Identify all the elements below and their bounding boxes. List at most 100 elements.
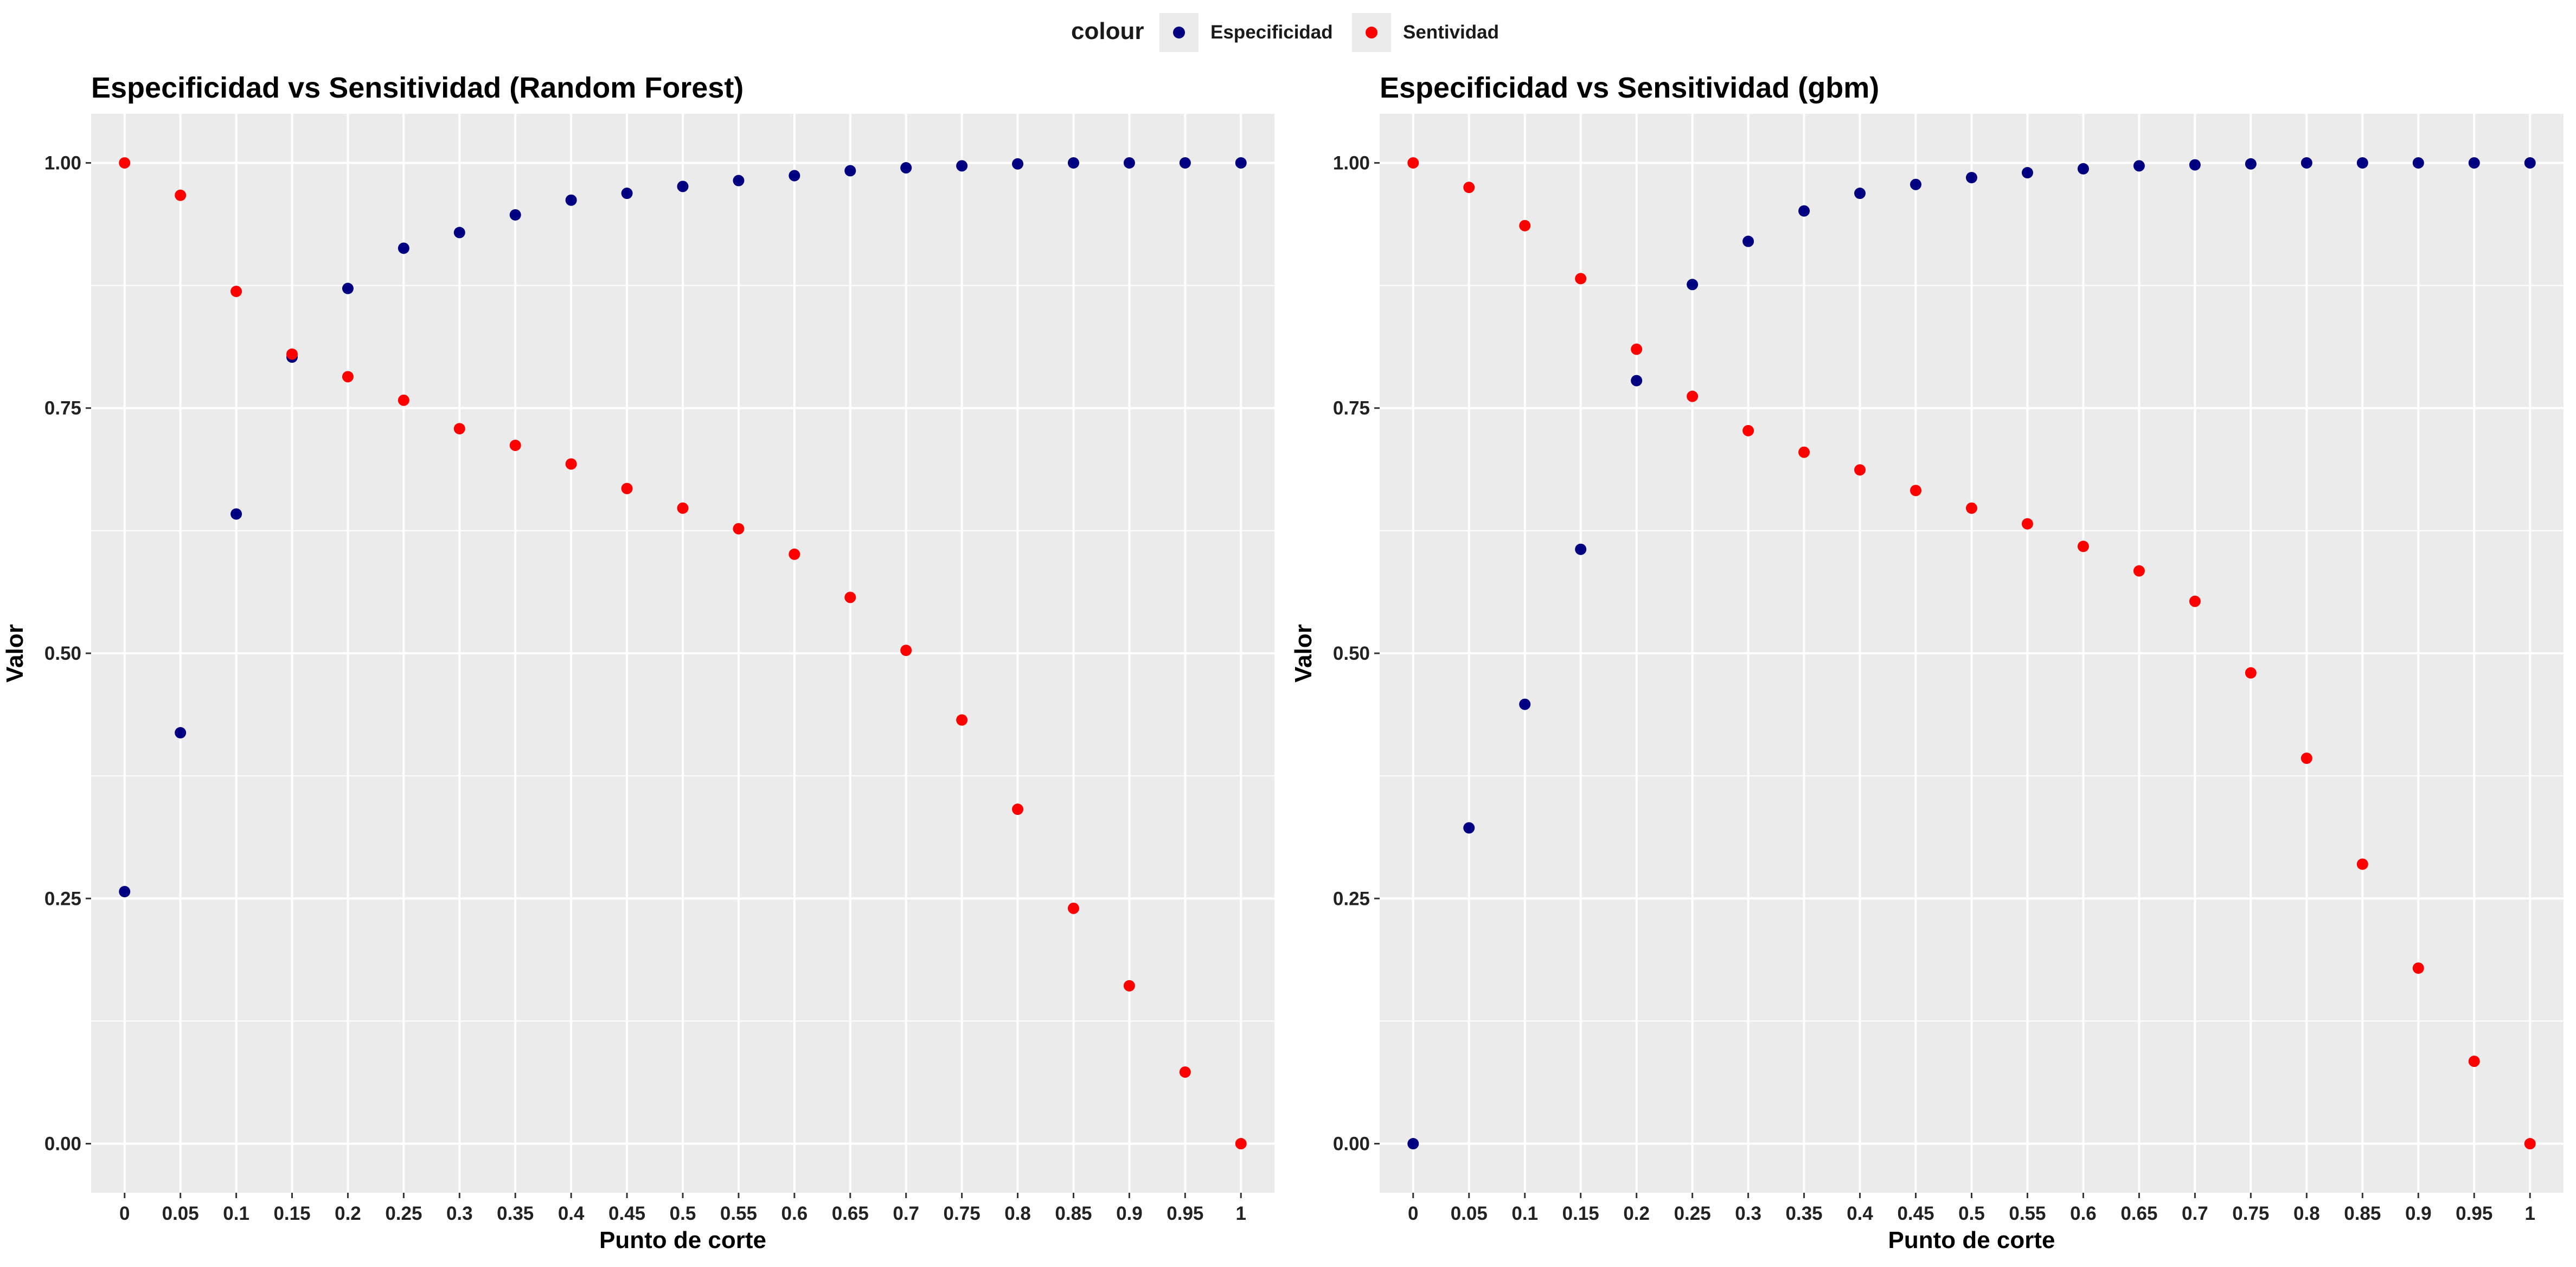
point-especificidad-0-1 [230, 508, 242, 520]
point-especificidad-0-3 [1742, 235, 1754, 247]
x-tick-label: 0.9 [1116, 1203, 1143, 1224]
point-sentividad-0-8 [2301, 753, 2312, 764]
x-tick-label: 0.85 [2344, 1203, 2381, 1224]
point-especificidad-0-9 [2412, 157, 2424, 169]
point-sentividad-0-5 [677, 502, 689, 514]
chart-panel-random-forest: Especificidad vs Sensitividad (Random Fo… [2, 72, 1274, 1253]
point-especificidad-0-35 [1798, 205, 1810, 217]
x-axis-title: Punto de corte [599, 1227, 766, 1253]
point-especificidad-0-55 [2021, 167, 2033, 179]
point-especificidad-1 [1235, 157, 1247, 169]
point-especificidad-0-25 [398, 242, 409, 254]
point-especificidad-0-2 [342, 282, 354, 294]
legend-dot-sentividad [1366, 27, 1377, 38]
point-especificidad-0-5 [1966, 172, 1977, 184]
x-tick-label: 0.65 [832, 1203, 869, 1224]
point-sentividad-0-95 [1179, 1066, 1191, 1078]
x-tick-label: 1 [2524, 1203, 2535, 1224]
x-tick-label: 0.3 [446, 1203, 473, 1224]
y-tick-label: 0.75 [1333, 398, 1370, 419]
point-especificidad-0-35 [509, 209, 521, 221]
point-especificidad-0-85 [1067, 157, 1079, 169]
point-especificidad-1 [2524, 157, 2536, 169]
x-tick-label: 0.45 [608, 1203, 645, 1224]
plot-title-gbm: Especificidad vs Sensitividad (gbm) [1380, 72, 1879, 104]
x-axis-title: Punto de corte [1888, 1227, 2055, 1253]
x-tick-label: 0.2 [1623, 1203, 1650, 1224]
x-tick-label: 0.75 [2232, 1203, 2269, 1224]
point-sentividad-0-2 [342, 371, 354, 383]
point-especificidad-0-9 [1123, 157, 1135, 169]
point-sentividad-0-5 [1966, 502, 1977, 514]
x-tick-label: 0.35 [497, 1203, 534, 1224]
y-axis-title: Valor [1290, 624, 1317, 683]
point-sentividad-0-6 [789, 548, 800, 560]
point-sentividad-0-55 [733, 523, 745, 535]
point-especificidad-0-65 [844, 165, 856, 177]
point-especificidad-0-05 [1463, 822, 1475, 834]
point-sentividad-0-25 [398, 394, 409, 406]
point-especificidad-0-65 [2133, 160, 2145, 172]
x-tick-label: 0.1 [223, 1203, 249, 1224]
point-sentividad-0-65 [844, 591, 856, 603]
point-sentividad-0-45 [621, 483, 633, 494]
point-sentividad-0-4 [565, 458, 577, 470]
y-tick-label: 0.50 [1333, 643, 1370, 664]
point-sentividad-0-8 [1012, 803, 1024, 815]
point-sentividad-0-3 [1742, 425, 1754, 436]
x-tick-label: 0.35 [1786, 1203, 1823, 1224]
point-sentividad-0-75 [2245, 667, 2257, 679]
x-tick-label: 0.95 [1167, 1203, 1203, 1224]
legend-label-sentividad: Sentividad [1403, 22, 1499, 43]
x-tick-label: 0.4 [558, 1203, 585, 1224]
point-especificidad-0-7 [900, 162, 912, 173]
x-tick-label: 1 [1236, 1203, 1246, 1224]
point-sentividad-0-85 [2356, 858, 2368, 870]
x-tick-label: 0.9 [2405, 1203, 2432, 1224]
x-tick-label: 0.55 [2009, 1203, 2046, 1224]
y-axis-title: Valor [2, 624, 28, 683]
point-especificidad-0-6 [2077, 163, 2089, 175]
point-especificidad-0-45 [621, 188, 633, 200]
x-tick-label: 0.3 [1735, 1203, 1761, 1224]
point-sentividad-0-45 [1910, 485, 1922, 497]
x-tick-label: 0.05 [1451, 1203, 1488, 1224]
point-especificidad-0-95 [2468, 157, 2480, 169]
point-especificidad-0-5 [677, 181, 689, 192]
legend-title: colour [1071, 18, 1144, 44]
x-tick-label: 0.55 [720, 1203, 757, 1224]
point-sentividad-0-25 [1687, 390, 1699, 402]
point-sentividad-0-9 [2412, 962, 2424, 974]
point-especificidad-0-2 [1631, 375, 1643, 387]
point-sentividad-0 [119, 157, 131, 169]
chart-panel-gbm: Especificidad vs Sensitividad (gbm) 0.00 0… [1290, 72, 2564, 1253]
point-sentividad-0-1 [1519, 220, 1531, 231]
legend-dot-especificidad [1173, 27, 1185, 38]
y-tick-label: 0.25 [44, 888, 81, 909]
point-especificidad-0-15 [1575, 543, 1587, 555]
y-tick-label: 0.75 [44, 398, 81, 419]
point-especificidad-0-05 [175, 727, 187, 739]
point-especificidad-0-6 [789, 170, 800, 182]
point-sentividad-0-6 [2077, 541, 2089, 552]
point-especificidad-0 [119, 886, 131, 898]
point-especificidad-0-8 [1012, 158, 1024, 170]
x-tick-label: 0.7 [2182, 1203, 2208, 1224]
x-tick-label: 0.4 [1847, 1203, 1873, 1224]
x-tick-label: 0.2 [335, 1203, 361, 1224]
point-sentividad-0-95 [2468, 1056, 2480, 1067]
x-tick-label: 0 [119, 1203, 130, 1224]
point-sentividad-0-2 [1631, 343, 1643, 355]
legend-label-especificidad: Especificidad [1210, 22, 1333, 43]
point-especificidad-0-4 [1854, 188, 1866, 200]
point-especificidad-0-55 [733, 175, 745, 186]
point-sentividad-0-4 [1854, 464, 1866, 476]
point-especificidad-0-85 [2356, 157, 2368, 169]
point-especificidad-0-7 [2189, 159, 2201, 171]
point-sentividad-1 [1235, 1138, 1247, 1150]
x-tick-label: 0.8 [1004, 1203, 1031, 1224]
point-sentividad-0-35 [509, 439, 521, 451]
point-sentividad-0 [1407, 157, 1419, 169]
point-especificidad-0-25 [1687, 279, 1699, 291]
point-sentividad-0-75 [956, 714, 968, 726]
